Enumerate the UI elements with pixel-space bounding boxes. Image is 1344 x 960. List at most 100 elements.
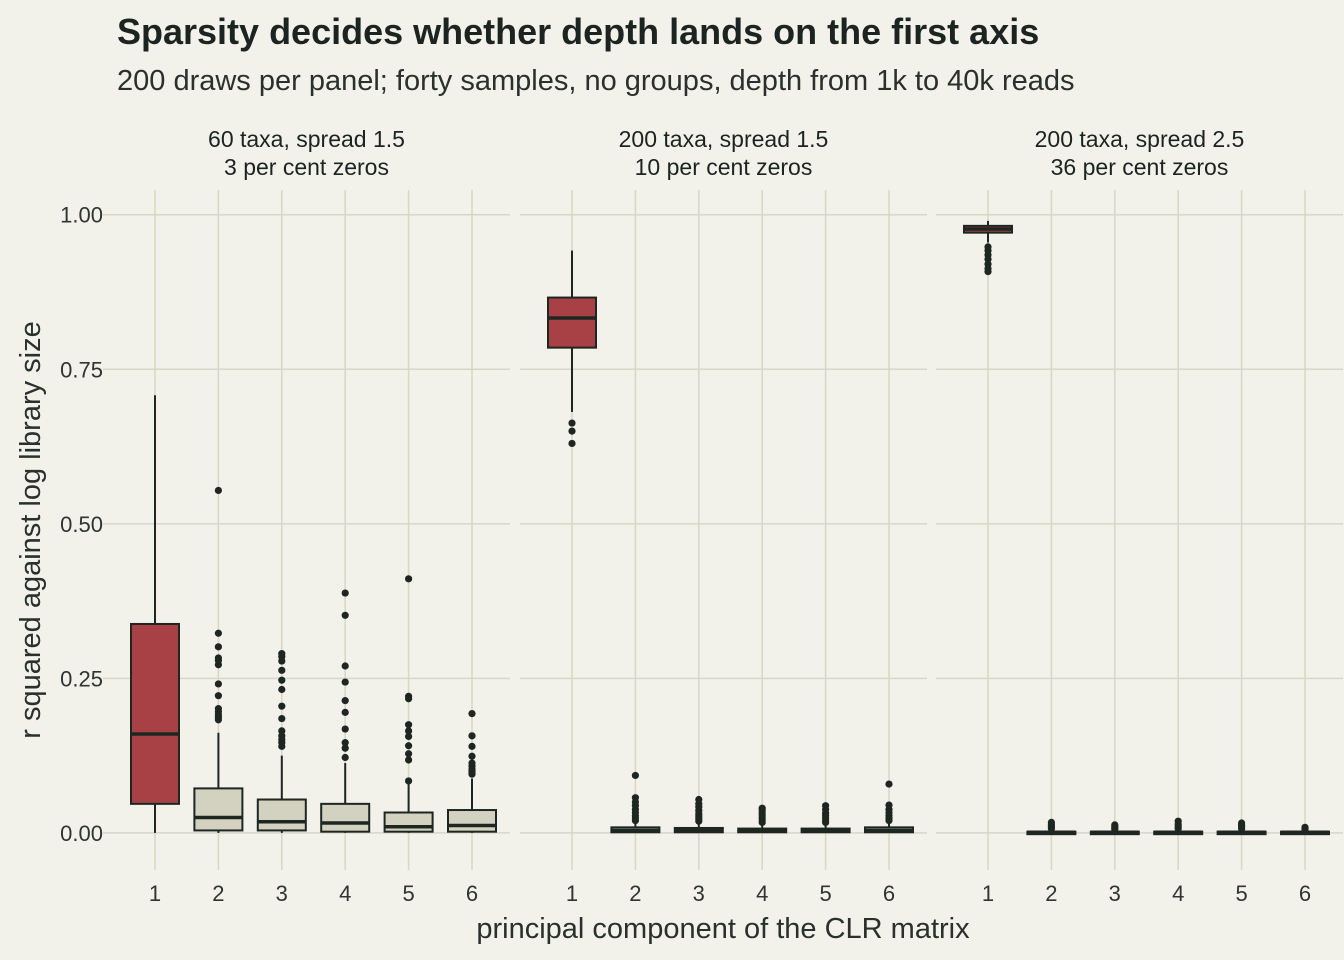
- y-tick-label: 1.00: [60, 203, 103, 228]
- outlier-point: [631, 794, 640, 802]
- boxplot-pc4: [320, 589, 371, 833]
- x-tick-label: 4: [756, 881, 768, 906]
- outlier-point: [984, 243, 992, 251]
- outlier-point: [405, 727, 413, 735]
- x-tick-label: 2: [629, 881, 641, 906]
- outlier-point: [278, 666, 286, 674]
- outlier-point: [885, 801, 893, 809]
- boxplot-pc5: [383, 575, 434, 833]
- x-tick-label: 5: [1235, 881, 1247, 906]
- outlier-point: [405, 742, 413, 750]
- boxplot-pc3: [673, 795, 724, 834]
- x-tick-label: 5: [819, 881, 831, 906]
- outlier-point: [405, 732, 413, 741]
- box: [193, 787, 244, 832]
- y-axis: 0.00 0.25 0.50 0.75 1.00: [60, 203, 103, 846]
- outlier-point: [278, 650, 286, 658]
- outlier-point: [214, 643, 222, 651]
- boxplot-pc1: [963, 220, 1013, 276]
- panel-strip-line1: 200 taxa, spread 2.5: [1035, 126, 1245, 152]
- outlier-point: [214, 629, 222, 637]
- outlier-point: [568, 439, 576, 448]
- x-tick-label: 1: [982, 881, 994, 906]
- boxplot-pc5: [800, 802, 851, 834]
- outlier-point: [758, 804, 766, 812]
- outlier-point: [984, 260, 992, 268]
- outlier-point: [278, 702, 286, 710]
- outlier-point: [341, 744, 349, 752]
- outlier-point: [341, 725, 349, 733]
- x-axis-title: principal component of the CLR matrix: [476, 913, 970, 945]
- boxplot-pc4: [1153, 817, 1204, 836]
- x-tick-label: 5: [402, 881, 414, 906]
- outlier-point: [468, 742, 476, 750]
- outlier-point: [214, 486, 222, 495]
- x-tick-label: 2: [212, 881, 224, 906]
- outlier-point: [341, 678, 349, 686]
- outlier-point: [468, 759, 476, 767]
- panel-strip-line2: 10 per cent zeros: [635, 154, 813, 180]
- boxplot-pc5: [1216, 819, 1267, 836]
- outlier-point: [278, 732, 286, 740]
- boxplot-pc1: [547, 250, 597, 448]
- boxplot-pc3: [256, 650, 307, 833]
- boxplot-pc6: [864, 780, 914, 834]
- outlier-point: [1174, 817, 1182, 825]
- outlier-point: [568, 419, 576, 427]
- panel-strip-line2: 3 per cent zeros: [224, 154, 389, 180]
- y-tick-label: 0.75: [60, 357, 103, 382]
- outlier-point: [631, 771, 640, 780]
- x-tick-label: 3: [1109, 881, 1121, 906]
- x-tick-label: 6: [1299, 881, 1311, 906]
- y-tick-label: 0.50: [60, 512, 103, 537]
- y-tick-label: 0.25: [60, 666, 103, 691]
- boxplot-pc2: [193, 486, 244, 833]
- box: [447, 809, 497, 833]
- boxplot-pc6: [1280, 823, 1330, 836]
- outlier-point: [1238, 819, 1246, 827]
- box: [320, 802, 371, 833]
- outlier-point: [341, 708, 349, 716]
- chart-title: Sparsity decides whether depth lands on …: [117, 11, 1039, 52]
- outlier-point: [405, 750, 413, 758]
- outlier-point: [214, 705, 222, 713]
- outlier-point: [341, 589, 349, 597]
- outlier-point: [405, 692, 413, 700]
- outlier-point: [468, 752, 476, 760]
- outlier-point: [341, 753, 349, 762]
- chart-subtitle: 200 draws per panel; forty samples, no g…: [117, 65, 1075, 97]
- x-tick-label: 4: [339, 881, 351, 906]
- outlier-point: [468, 710, 476, 718]
- boxplot-pc2: [1026, 818, 1077, 836]
- panel-strip-line2: 36 per cent zeros: [1051, 154, 1229, 180]
- outlier-point: [405, 777, 413, 785]
- outlier-point: [1047, 818, 1055, 827]
- outlier-point: [468, 732, 476, 740]
- outlier-point: [341, 739, 349, 747]
- box: [383, 811, 434, 833]
- outlier-point: [405, 721, 413, 729]
- x-tick-label: 2: [1045, 881, 1057, 906]
- x-tick-label: 3: [693, 881, 705, 906]
- x-tick-label: 6: [466, 881, 478, 906]
- outlier-point: [822, 802, 830, 810]
- outlier-point: [568, 427, 576, 435]
- box: [130, 622, 180, 805]
- outlier-point: [278, 727, 286, 735]
- outlier-point: [695, 795, 703, 804]
- outlier-point: [405, 575, 413, 583]
- panel-strip-line1: 200 taxa, spread 1.5: [619, 126, 829, 152]
- y-tick-label: 0.00: [60, 821, 103, 846]
- panel-2: 200 taxa, spread 1.510 per cent zeros 1 2 3…: [520, 126, 927, 906]
- panel-strip-line1: 60 taxa, spread 1.5: [208, 126, 405, 152]
- outlier-point: [405, 756, 413, 764]
- outlier-point: [278, 714, 286, 723]
- outlier-point: [278, 685, 286, 694]
- outlier-point: [341, 611, 349, 619]
- boxplot-pc4: [737, 804, 788, 834]
- panels: 60 taxa, spread 1.53 per cent zeros 1 2 3 4 5…: [103, 126, 1343, 906]
- outlier-point: [214, 654, 222, 662]
- y-axis-title: r squared against log library size: [15, 321, 47, 738]
- outlier-point: [885, 780, 893, 788]
